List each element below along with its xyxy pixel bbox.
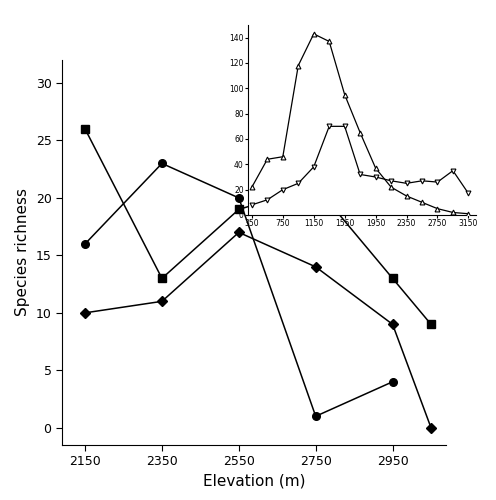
X-axis label: Elevation (m): Elevation (m) — [203, 474, 306, 489]
Y-axis label: Species richness: Species richness — [15, 188, 30, 316]
